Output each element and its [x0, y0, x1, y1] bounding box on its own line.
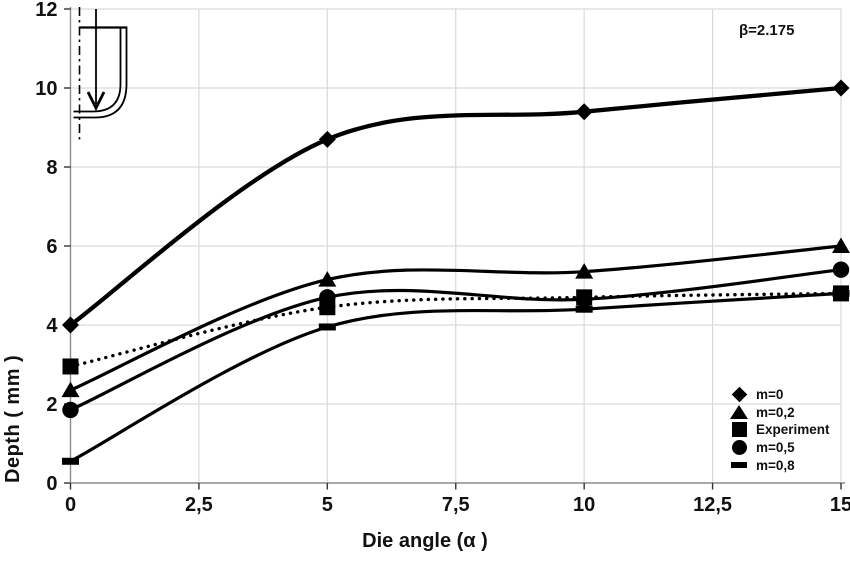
axis-ticks: 0 2,5 5 7,5 10 12,5 15 0 2 4 6 8 10 12 [35, 0, 850, 516]
square-marker-icon [731, 422, 747, 438]
x-tick-label: 7,5 [442, 494, 470, 516]
depth-arrow-head [86, 91, 106, 112]
y-tick-label: 12 [35, 0, 57, 21]
series-m=0,2 [61, 237, 850, 398]
y-tick-label: 6 [46, 236, 57, 258]
legend-item: m=0,2 [727, 404, 830, 422]
beta-annotation: β=2.175 [739, 22, 795, 39]
legend-label: m=0,5 [756, 440, 795, 456]
legend-label: m=0,8 [756, 457, 795, 473]
legend-item: Experiment [727, 421, 830, 439]
y-tick-label: 10 [35, 78, 57, 100]
legend-label: m=0,2 [756, 404, 795, 420]
legend-label: Experiment [756, 422, 830, 438]
series-m=0 [62, 79, 850, 334]
legend-item: m=0,8 [727, 456, 830, 474]
x-tick-label: 15 [830, 494, 850, 516]
cup-outer-wall [73, 26, 128, 119]
y-axis-title: Depth ( mm ) [2, 354, 24, 483]
x-axis-title: Die angle (α ) [362, 530, 488, 552]
cup-inner-wall [73, 26, 122, 113]
x-tick-label: 10 [573, 494, 595, 516]
diamond-marker-icon [731, 387, 747, 403]
dash-marker-icon [731, 462, 747, 469]
triangle-marker-icon [730, 405, 748, 420]
y-tick-label: 0 [46, 473, 57, 495]
circle-marker-icon [731, 440, 747, 456]
x-tick-label: 0 [65, 494, 76, 516]
legend-item: m=0,5 [727, 439, 830, 457]
legend-label: m=0 [756, 387, 784, 403]
y-tick-label: 2 [46, 394, 57, 416]
gridlines [70, 8, 842, 483]
series-Experiment [62, 285, 849, 375]
x-tick-label: 5 [322, 494, 333, 516]
die-schematic-icon [73, 7, 128, 143]
x-tick-label: 2,5 [185, 494, 213, 516]
legend-item: m=0 [727, 386, 830, 404]
y-tick-label: 8 [46, 157, 57, 179]
y-tick-label: 4 [46, 315, 58, 337]
legend: m=0 m=0,2 Experiment m=0,5 m=0,8 [727, 386, 830, 474]
x-tick-label: 12,5 [693, 494, 732, 516]
data-series [61, 79, 850, 465]
